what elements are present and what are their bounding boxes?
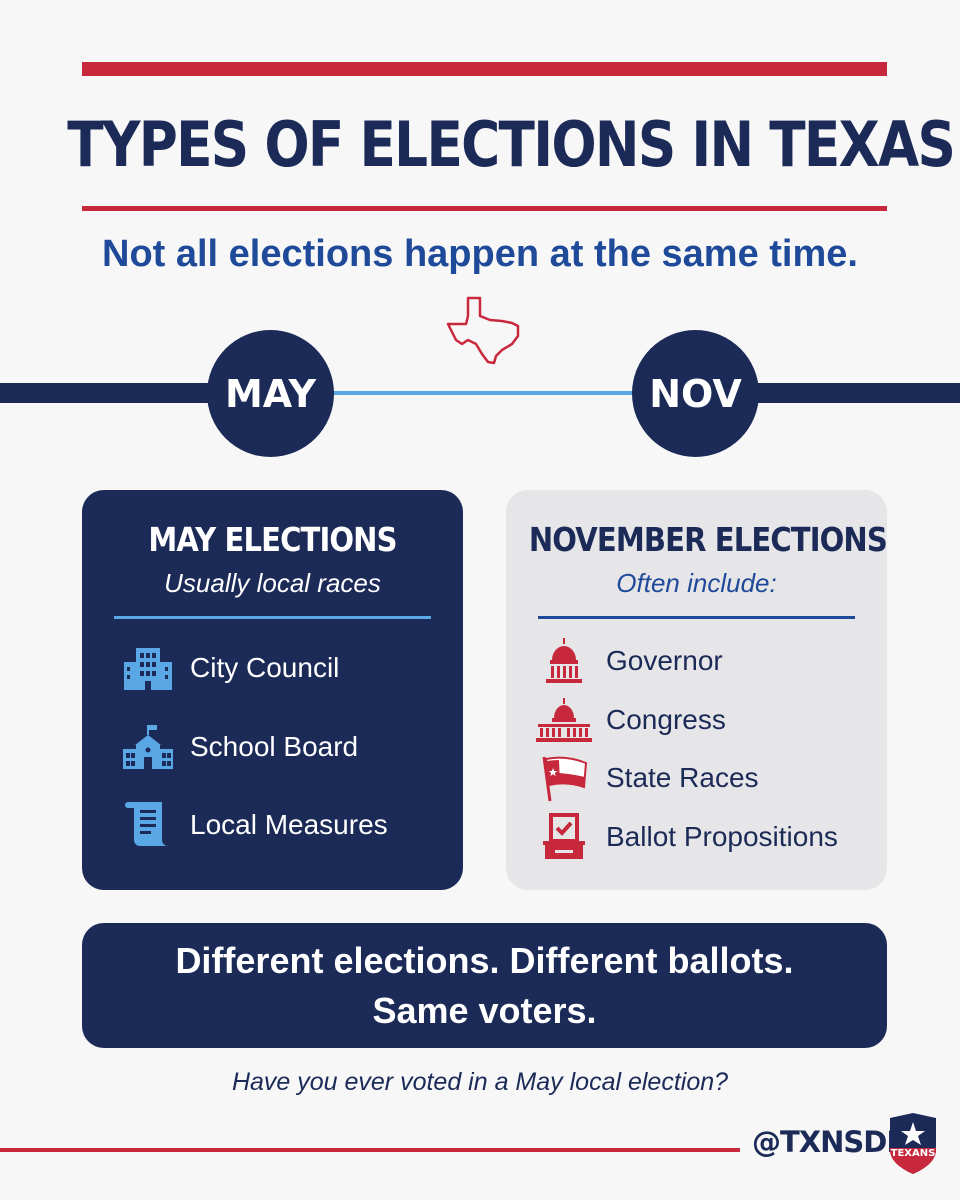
november-elections-card: NOVEMBER ELECTIONS Often include: Govern… [506,490,888,890]
banner-line-1: Different elections. Different ballots. [175,939,794,981]
may-item-city-council: City Council [120,643,339,693]
page-subtitle: Not all elections happen at the same tim… [102,233,858,275]
timeline-right-bar [720,383,960,403]
office-building-icon [120,643,176,693]
may-card-divider [114,616,431,619]
nov-card-subtitle: Often include: [616,568,777,598]
capitol-building-icon [536,695,592,745]
social-handle[interactable]: @TXNSDD [752,1125,910,1159]
may-item-school-board: School Board [120,722,358,772]
ballot-box-icon [536,812,592,862]
may-item-label: City Council [190,652,340,683]
key-message-banner: Different elections. Different ballots. … [82,923,887,1048]
texas-outline-icon [446,296,522,366]
nov-item-ballot-propositions: Ballot Propositions [536,812,838,862]
nov-item-label: Congress [606,704,726,735]
school-icon [120,722,176,772]
nov-item-label: Governor [606,645,723,676]
document-scroll-icon [120,800,176,850]
may-circle: MAY [207,330,334,457]
may-card-title: MAY ELECTIONS [148,520,397,559]
may-circle-label: MAY [224,371,317,416]
nov-card-divider [538,616,855,619]
nov-circle-label: NOV [649,371,742,416]
nov-item-state-races: State Races [536,753,759,803]
timeline-connector [330,391,640,395]
footer-red-line [0,1148,740,1152]
may-item-local-measures: Local Measures [120,800,388,850]
texans-logo: TEXANS [886,1112,940,1176]
capitol-dome-icon [536,636,592,686]
engagement-question: Have you ever voted in a May local elect… [231,1068,729,1096]
nov-card-title: NOVEMBER ELECTIONS [528,520,888,559]
page-title: TYPES OF ELECTIONS IN TEXAS [67,108,956,181]
may-item-label: School Board [190,731,359,762]
timeline-left-bar [0,383,230,403]
nov-item-label: State Races [606,762,759,793]
top-red-bar [82,62,887,76]
texas-flag-icon [536,753,592,803]
banner-line-2: Same voters. [372,989,597,1031]
nov-item-congress: Congress [536,695,726,745]
nov-item-label: Ballot Propositions [606,821,838,852]
nov-circle: NOV [632,330,759,457]
may-item-label: Local Measures [190,809,388,840]
may-card-subtitle: Usually local races [164,568,381,598]
title-underline-bar [82,206,887,211]
logo-text: TEXANS [890,1148,936,1159]
may-elections-card: MAY ELECTIONS Usually local races City C… [82,490,463,890]
nov-item-governor: Governor [536,636,723,686]
